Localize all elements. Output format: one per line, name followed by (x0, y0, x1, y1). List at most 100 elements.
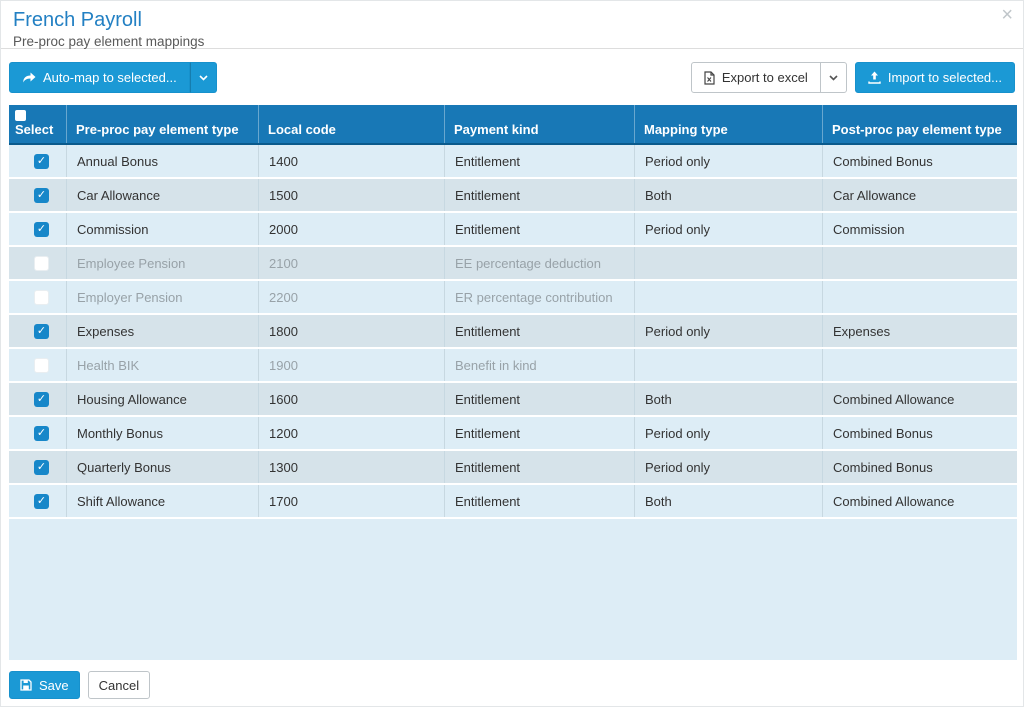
cancel-button[interactable]: Cancel (87, 671, 151, 699)
cell-mapping-type: Period only (635, 145, 823, 177)
cell-pre-proc: Employee Pension (67, 247, 259, 279)
column-header-paymentkind: Payment kind (445, 105, 635, 143)
cell-local-code: 2200 (259, 281, 445, 313)
cell-mapping-type (635, 281, 823, 313)
cell-pre-proc: Monthly Bonus (67, 417, 259, 449)
export-dropdown-toggle[interactable] (819, 62, 847, 93)
cell-mapping-type: Both (635, 485, 823, 517)
cell-payment-kind: Entitlement (445, 145, 635, 177)
cell-local-code: 1800 (259, 315, 445, 347)
row-checkbox[interactable] (34, 391, 49, 407)
cell-mapping-type (635, 247, 823, 279)
select-all-checkbox[interactable] (15, 110, 26, 121)
row-select-cell (9, 281, 67, 313)
row-checkbox[interactable] (34, 493, 49, 509)
cell-payment-kind: ER percentage contribution (445, 281, 635, 313)
cell-post-proc: Combined Allowance (833, 391, 955, 407)
cell-local-code: 2100 (259, 247, 445, 279)
export-label: Export to excel (721, 70, 808, 85)
footer: Save Cancel (1, 660, 1023, 710)
column-header-select: Select (9, 105, 67, 143)
cell-pre-proc: Employer Pension (67, 281, 259, 313)
row-checkbox[interactable] (34, 425, 49, 441)
cell-local-code: 1900 (259, 349, 445, 381)
save-icon (20, 679, 32, 691)
automap-split-button: Auto-map to selected... (9, 62, 217, 93)
row-checkbox[interactable] (34, 459, 49, 475)
chevron-down-icon (199, 74, 208, 81)
row-checkbox[interactable] (34, 187, 49, 203)
cell-post-proc (823, 349, 1017, 381)
import-label: Import to selected... (887, 70, 1002, 85)
cell-payment-kind: Entitlement (445, 451, 635, 483)
row-checkbox[interactable] (34, 323, 49, 339)
cell-post-proc: Combined Bonus (833, 153, 933, 169)
cell-payment-kind: Entitlement (445, 179, 635, 211)
cell-mapping-type: Period only (635, 417, 823, 449)
cell-mapping-type: Both (635, 179, 823, 211)
forward-arrow-icon (22, 72, 36, 84)
cell-mapping-type: Period only (635, 213, 823, 245)
cell-local-code: 1200 (259, 417, 445, 449)
row-checkbox (34, 255, 49, 271)
cell-post-proc: Car Allowance (833, 187, 917, 203)
column-header-postproc: Post-proc pay element type (832, 122, 1002, 137)
save-label: Save (39, 677, 69, 693)
cell-post-proc (823, 281, 1017, 313)
row-select-cell (9, 485, 67, 517)
cell-local-code: 1600 (259, 383, 445, 415)
toolbar-right: Export to excel Import to selected... (690, 62, 1015, 93)
table-header-row: Select Pre-proc pay element type Local c… (9, 105, 1017, 145)
cell-pre-proc: Annual Bonus (67, 145, 259, 177)
cell-pre-proc: Commission (67, 213, 259, 245)
page-title: French Payroll (13, 9, 142, 31)
chevron-down-icon (829, 74, 838, 81)
row-checkbox[interactable] (34, 221, 49, 237)
cell-payment-kind: Entitlement (445, 417, 635, 449)
column-header-localcode: Local code (259, 105, 445, 143)
cell-pre-proc: Shift Allowance (67, 485, 259, 517)
cell-local-code: 1700 (259, 485, 445, 517)
toolbar: Auto-map to selected... Export to excel (1, 49, 1023, 105)
cell-pre-proc: Car Allowance (67, 179, 259, 211)
automap-button[interactable]: Auto-map to selected... (9, 62, 190, 93)
column-header-label: Select (15, 122, 54, 137)
cell-payment-kind: Entitlement (445, 213, 635, 245)
automap-dropdown-toggle[interactable] (189, 62, 217, 93)
cell-post-proc: Combined Allowance (833, 493, 955, 509)
row-select-cell (9, 451, 67, 483)
save-button[interactable]: Save (9, 671, 80, 699)
cell-local-code: 1400 (259, 145, 445, 177)
row-select-cell (9, 417, 67, 449)
cell-mapping-type: Both (635, 383, 823, 415)
cell-payment-kind: Entitlement (445, 485, 635, 517)
cell-payment-kind: Entitlement (445, 383, 635, 415)
page-subtitle: Pre-proc pay element mappings (13, 34, 205, 49)
table-row: Employer Pension 2200 ER percentage contri… (9, 281, 1017, 315)
export-split-button: Export to excel (690, 62, 847, 93)
table-row: Employee Pension 2100 EE percentage deduct… (9, 247, 1017, 281)
modal-header: French Payroll Pre-proc pay element mapp… (1, 1, 1023, 49)
row-checkbox[interactable] (34, 153, 49, 169)
cell-mapping-type (635, 349, 823, 381)
import-button[interactable]: Import to selected... (854, 62, 1015, 93)
close-icon[interactable]: × (1001, 4, 1013, 26)
row-select-cell (9, 213, 67, 245)
row-select-cell (9, 145, 67, 177)
mappings-table: Select Pre-proc pay element type Local c… (9, 105, 1017, 519)
table-empty-area (9, 519, 1017, 660)
export-button[interactable]: Export to excel (690, 62, 821, 93)
cell-post-proc (823, 247, 1017, 279)
cell-local-code: 1500 (259, 179, 445, 211)
cell-mapping-type: Period only (635, 315, 823, 347)
row-select-cell (9, 247, 67, 279)
automap-label: Auto-map to selected... (43, 70, 177, 85)
cell-pre-proc: Expenses (67, 315, 259, 347)
